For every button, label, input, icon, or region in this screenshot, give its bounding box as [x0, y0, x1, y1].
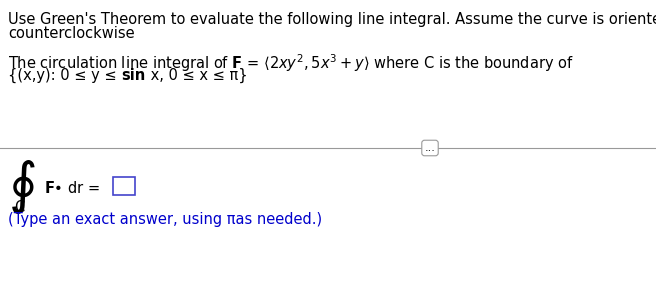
Text: ...: ...: [424, 143, 436, 153]
Text: x, 0 ≤ x ≤ π}: x, 0 ≤ x ≤ π}: [146, 68, 247, 83]
Text: $\oint$: $\oint$: [8, 158, 35, 216]
Text: (Type an exact answer, using πas needed.): (Type an exact answer, using πas needed.…: [8, 212, 322, 227]
Text: The circulation line integral of $\mathbf{F}$ = $\langle 2xy^2,5x^3 + y\rangle$ : The circulation line integral of $\mathb…: [8, 52, 574, 74]
Text: C: C: [14, 200, 24, 215]
Text: {(x,y): 0 ≤ y ≤: {(x,y): 0 ≤ y ≤: [8, 68, 121, 83]
FancyBboxPatch shape: [113, 177, 135, 195]
Text: counterclockwise: counterclockwise: [8, 26, 134, 41]
Text: sin: sin: [121, 68, 146, 83]
Text: Use Green's Theorem to evaluate the following line integral. Assume the curve is: Use Green's Theorem to evaluate the foll…: [8, 12, 656, 27]
Text: $\mathbf{F}$• dr =: $\mathbf{F}$• dr =: [44, 180, 100, 196]
